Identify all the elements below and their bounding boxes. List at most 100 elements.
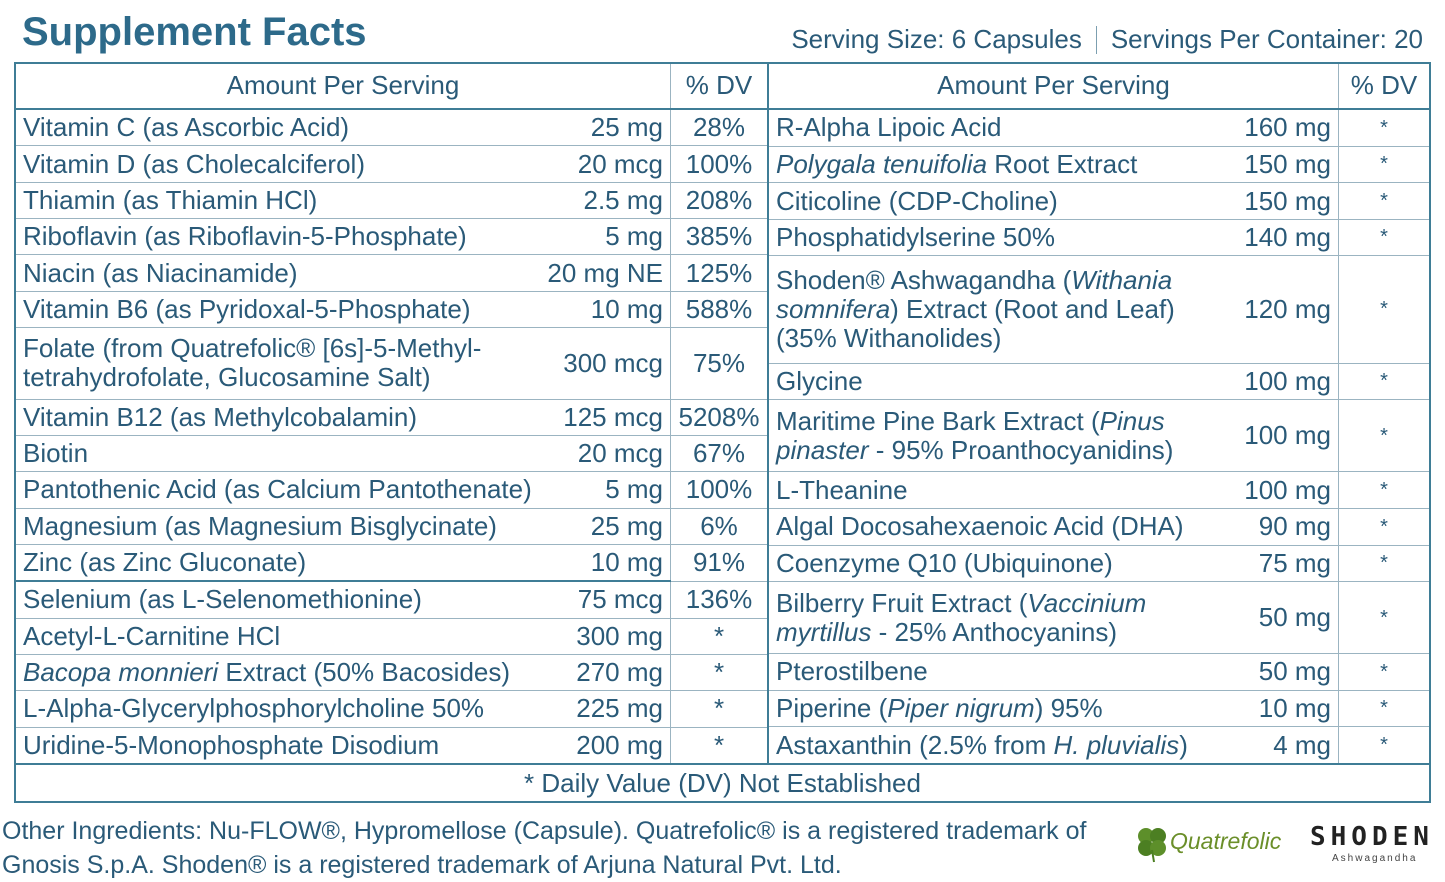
nutrient-row: Pterostilbene 50 mg * <box>768 653 1429 691</box>
left-table: Amount Per Serving% DV Vitamin C (as Asco… <box>16 64 767 763</box>
name-part: Extract (50% Bacosides) <box>218 657 511 688</box>
amount: 125 mcg <box>543 399 671 436</box>
header-row: Amount Per Serving% DV <box>16 64 767 110</box>
nutrient-row: Folate (from Quatrefolic® [6s]-5-Methyl-… <box>16 327 767 400</box>
name-part: Polygala tenuifolia <box>776 148 988 179</box>
nutrient-row: Biotin 20 mcg 67% <box>16 435 767 473</box>
tables: Amount Per Serving% DV Vitamin C (as Asco… <box>16 64 1429 763</box>
daily-value: * <box>1338 219 1429 257</box>
nutrient-row: Bacopa monnieri Extract (50% Bacosides) 2… <box>16 654 767 692</box>
nutrient-name: R-Alpha Lipoic Acid <box>768 109 1241 147</box>
nutrient-name: Acetyl-L-Carnitine HCl <box>16 618 544 656</box>
header-amount: Amount Per Serving <box>16 64 671 110</box>
amount: 25 mg <box>543 508 671 545</box>
nutrient-row: L-Alpha-Glycerylphosphorylcholine 50% 225… <box>16 690 767 728</box>
name-part: Bilberry Fruit Extract ( <box>776 587 1028 618</box>
daily-value: 75% <box>670 327 767 400</box>
amount: 270 mg <box>543 654 671 692</box>
nutrient-name: L-Alpha-Glycerylphosphorylcholine 50% <box>16 690 544 728</box>
nutrient-name: Biotin <box>16 435 544 473</box>
amount: 120 mg <box>1240 255 1339 364</box>
nutrient-name: Riboflavin (as Riboflavin-5-Phosphate) <box>16 218 544 256</box>
name-part: Maritime Pine Bark Extract ( <box>776 405 1100 436</box>
nutrient-row: Vitamin C (as Ascorbic Acid) 25 mg 28% <box>16 109 767 147</box>
nutrient-row: Riboflavin (as Riboflavin-5-Phosphate) 5 … <box>16 218 767 256</box>
nutrient-name: Thiamin (as Thiamin HCl) <box>16 182 544 220</box>
amount: 75 mg <box>1240 545 1339 583</box>
amount: 90 mg <box>1240 508 1339 546</box>
nutrient-name: Glycine <box>768 363 1241 401</box>
amount: 50 mg <box>1240 653 1339 691</box>
amount: 2.5 mg <box>543 182 671 220</box>
daily-value: 28% <box>670 109 767 147</box>
nutrient-row: Phosphatidylserine 50% 140 mg * <box>768 219 1429 257</box>
nutrient-name: Algal Docosahexaenoic Acid (DHA) <box>768 508 1241 546</box>
nutrient-row: Zinc (as Zinc Gluconate) 10 mg 91% <box>16 544 767 583</box>
nutrient-row: Pantothenic Acid (as Calcium Pantothenat… <box>16 471 767 509</box>
daily-value: * <box>1338 690 1429 728</box>
name-part: Bacopa monnieri <box>23 657 219 688</box>
nutrient-name: Pantothenic Acid (as Calcium Pantothenat… <box>16 471 544 509</box>
name-part: Root Extract <box>987 148 1138 179</box>
nutrient-name: Folate (from Quatrefolic® [6s]-5-Methyl-… <box>16 327 544 400</box>
nutrient-row: Selenium (as L-Selenomethionine) 75 mcg 13… <box>16 581 767 619</box>
nutrient-name: Polygala tenuifolia Root Extract <box>768 146 1241 184</box>
nutrient-row: Citicoline (CDP-Choline) 150 mg * <box>768 182 1429 220</box>
nutrient-row: Niacin (as Niacinamide) 20 mg NE 125% <box>16 254 767 292</box>
name-part: H. pluvialis <box>1053 729 1180 760</box>
amount: 5 mg <box>543 471 671 509</box>
other-ingredients: Other Ingredients: Nu-FLOW®, Hypromellos… <box>2 817 1087 879</box>
nutrient-row: Vitamin B12 (as Methylcobalamin) 125 mcg 5… <box>16 399 767 436</box>
daily-value: * <box>1338 109 1429 147</box>
daily-value: * <box>670 727 767 763</box>
name-part: Shoden® Ashwagandha ( <box>776 265 1072 295</box>
amount: 140 mg <box>1240 219 1339 257</box>
daily-value: * <box>1338 399 1429 473</box>
header-row: Amount Per Serving% DV <box>768 64 1429 110</box>
amount: 100 mg <box>1240 399 1339 473</box>
daily-value: 5208% <box>670 399 767 436</box>
nutrient-row: Bilberry Fruit Extract (Vaccinium myrtil… <box>768 581 1429 655</box>
nutrient-name: Vitamin B6 (as Pyridoxal-5-Phosphate) <box>16 291 544 329</box>
servings-per-container: Servings Per Container: 20 <box>1110 24 1423 54</box>
quatrefolic-logo: Quatrefolic <box>1170 828 1282 854</box>
nutrient-name: Vitamin D (as Cholecalciferol) <box>16 145 544 183</box>
name-part: Pinus pinaster <box>776 405 1165 465</box>
amount: 5 mg <box>543 218 671 256</box>
daily-value: 136% <box>670 581 767 619</box>
nutrient-name: Selenium (as L-Selenomethionine) <box>16 581 544 619</box>
separator <box>1095 25 1097 54</box>
nutrient-name: Uridine-5-Monophosphate Disodium <box>23 729 440 760</box>
nutrient-row: Coenzyme Q10 (Ubiquinone) 75 mg * <box>768 545 1429 583</box>
name-part: Piper nigrum <box>887 693 1035 724</box>
daily-value: * <box>670 654 767 692</box>
name-part: Withania somnifera <box>776 265 1173 325</box>
right-table: Amount Per Serving% DV R-Alpha Lipoic Aci… <box>767 64 1429 763</box>
nutrient-row: R-Alpha Lipoic Acid 160 mg * <box>768 109 1429 147</box>
nutrient-row: Magnesium (as Magnesium Bisglycinate) 25 … <box>16 508 767 545</box>
logos: Quatrefolic SHODEN Ashwagandha <box>1134 820 1439 870</box>
header-dv: % DV <box>1338 64 1429 110</box>
header-amount: Amount Per Serving <box>768 64 1339 110</box>
amount: 4 mg <box>1273 729 1331 760</box>
name-part: Piperine ( <box>776 693 888 724</box>
daily-value: * <box>1338 581 1429 655</box>
name-part: ) 95% <box>1034 693 1103 724</box>
nutrient-name: Shoden® Ashwagandha (Withania somnifera)… <box>768 255 1241 364</box>
serving-size: Serving Size: 6 Capsules <box>791 24 1082 54</box>
name-part: - 95% Proanthocyanidins) <box>868 434 1174 465</box>
name-part: - 25% Anthocyanins) <box>871 616 1118 647</box>
daily-value: * <box>1338 146 1429 184</box>
nutrient-row: Maritime Pine Bark Extract (Pinus pinast… <box>768 399 1429 473</box>
daily-value: 125% <box>670 254 767 292</box>
daily-value: * <box>1338 255 1429 364</box>
amount: 225 mg <box>543 690 671 728</box>
name-part: ) <box>1179 729 1188 760</box>
daily-value: 67% <box>670 435 767 473</box>
footnote: * Daily Value (DV) Not Established <box>16 763 1429 801</box>
nutrient-row: Polygala tenuifolia Root Extract 150 mg * <box>768 146 1429 184</box>
amount: 100 mg <box>1240 363 1339 401</box>
amount: 10 mg <box>543 544 671 583</box>
daily-value: * <box>1338 363 1429 401</box>
